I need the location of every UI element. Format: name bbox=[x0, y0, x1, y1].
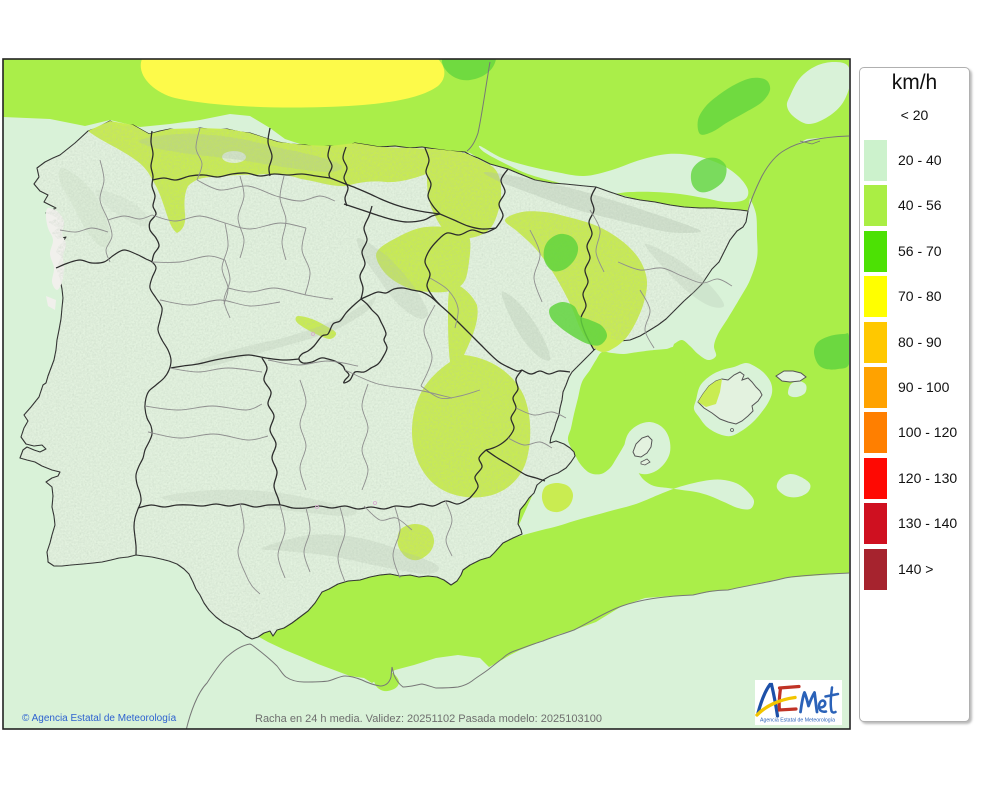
svg-text:Agencia Estatal de Meteorologí: Agencia Estatal de Meteorología bbox=[760, 718, 835, 724]
